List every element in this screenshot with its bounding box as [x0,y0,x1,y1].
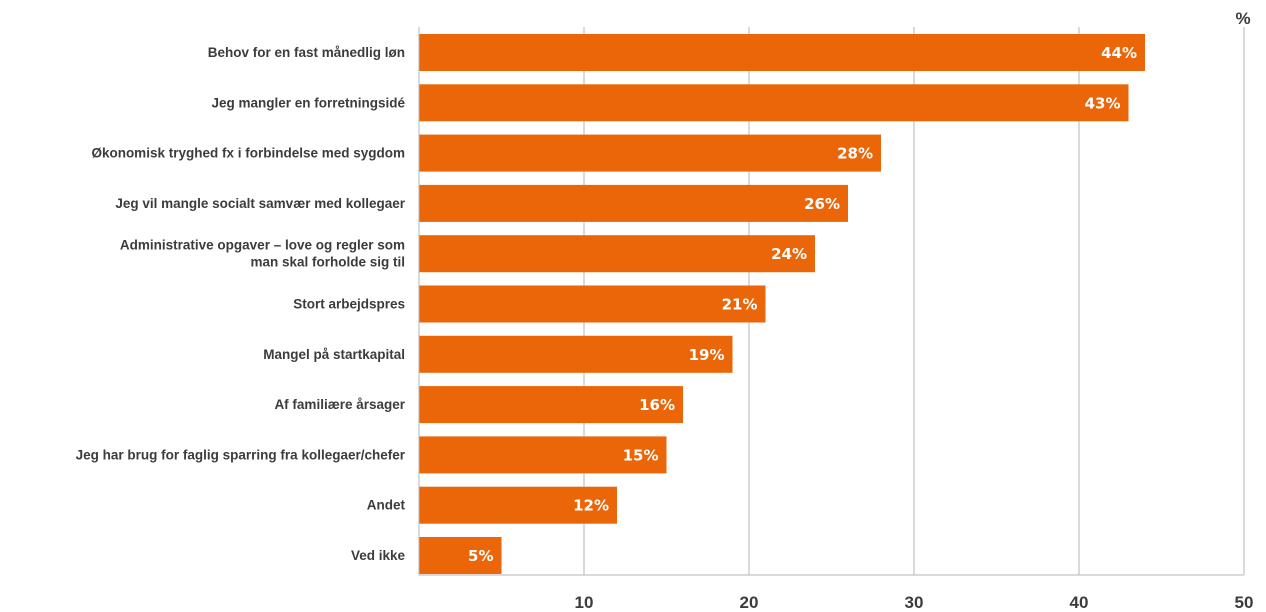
x-tick-label: 40 [1070,593,1089,612]
x-tick-label: 20 [740,593,759,612]
category-label: Jeg mangler en forretningsidé [211,95,405,110]
category-label: Behov for en fast månedlig løn [208,45,405,60]
category-label: Mangel på startkapital [263,347,405,362]
bar [419,235,815,273]
bars [419,34,1145,574]
bar [419,34,1145,71]
bar [419,84,1129,122]
category-label-line: Behov for en fast månedlig løn [208,45,405,60]
bar [419,285,766,323]
data-label: 5% [468,547,493,565]
bar [419,134,881,172]
category-label: Administrative opgaver – love og regler … [120,238,405,270]
x-tick-label: 50 [1235,593,1254,612]
data-label: 44% [1101,44,1137,62]
data-label: 24% [771,245,807,263]
category-label-line: Jeg har brug for faglig sparring fra kol… [76,447,406,462]
x-tick-label: 30 [905,593,924,612]
category-label: Af familiære årsager [274,397,405,412]
bar [419,486,617,524]
category-label-line: Ved ikke [351,548,406,563]
category-label-line: Stort arbejdspres [293,297,405,312]
data-label: 15% [623,446,659,464]
data-label: 21% [722,296,758,314]
category-label: Jeg har brug for faglig sparring fra kol… [76,447,406,462]
labels: 10 20 30 40 50% 44% Behov for en fast månedlig… [76,9,1254,612]
category-label-line: Mangel på startkapital [263,347,405,362]
data-label: 12% [573,497,609,515]
category-label: Stort arbejdspres [293,297,405,312]
data-label: 19% [689,346,725,364]
category-label-line: Jeg mangler en forretningsidé [211,95,405,110]
category-label-line: Økonomisk tryghed fx i forbindelse med s… [91,146,405,161]
category-label: Ved ikke [351,548,406,563]
category-label: Økonomisk tryghed fx i forbindelse med s… [91,146,405,161]
bar [419,335,733,373]
axes [418,27,1244,576]
data-label: 28% [837,145,873,163]
x-tick-label: 10 [575,593,594,612]
data-label: 43% [1085,94,1121,112]
bar [419,184,848,222]
category-label-line: Andet [367,498,406,513]
data-label: 16% [639,396,675,414]
bar [419,386,683,424]
category-label: Jeg vil mangle socialt samvær med kolleg… [115,196,405,211]
unit-label: % [1235,9,1250,28]
data-label: 26% [804,195,840,213]
category-label-line: Administrative opgaver – love og regler … [120,238,405,253]
bar [419,436,667,474]
bar [419,537,502,574]
category-label-line: Jeg vil mangle socialt samvær med kolleg… [115,196,405,211]
category-label: Andet [367,498,406,513]
category-label-line: Af familiære årsager [274,397,405,412]
category-label-line: man skal forholde sig til [250,255,405,270]
